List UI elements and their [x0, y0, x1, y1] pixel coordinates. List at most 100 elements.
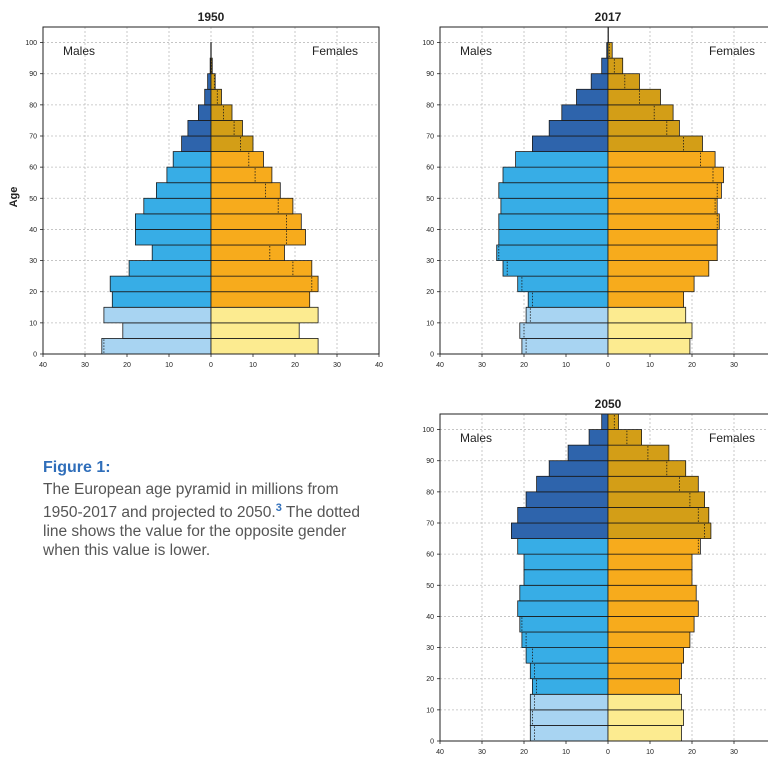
bar-male — [523, 569, 609, 586]
x-tick-label: 10 — [562, 362, 570, 369]
bar-female — [607, 600, 699, 617]
males-label: Males — [460, 44, 492, 58]
bar-male — [529, 693, 609, 711]
bars — [496, 26, 724, 355]
bar-male — [523, 553, 609, 571]
x-tick-label: 30 — [478, 362, 486, 369]
bar-female — [607, 460, 687, 477]
bar-female — [210, 88, 222, 106]
x-tick-label: 10 — [249, 362, 257, 369]
y-tick-label: 60 — [426, 552, 434, 559]
y-tick-label: 100 — [422, 427, 434, 434]
females-label: Females — [709, 44, 755, 58]
bar-male — [529, 662, 609, 680]
bar-female — [607, 709, 684, 726]
x-tick-label: 10 — [562, 749, 570, 756]
y-tick-label: 40 — [29, 227, 37, 234]
bar-male — [529, 709, 609, 726]
y-tick-label: 80 — [426, 489, 434, 496]
bar-male — [601, 413, 609, 430]
bar-female — [607, 57, 624, 75]
y-tick-label: 50 — [29, 196, 37, 203]
bar-female — [607, 429, 642, 446]
y-tick-label: 60 — [426, 165, 434, 172]
x-tick-label: 40 — [375, 362, 383, 369]
bar-male — [519, 616, 609, 633]
x-tick-label: 20 — [688, 749, 696, 756]
y-tick-label: 10 — [426, 320, 434, 327]
y-tick-label: 0 — [430, 739, 434, 746]
y-tick-label: 20 — [426, 676, 434, 683]
chart-title: 2050 — [595, 397, 622, 411]
bar-male — [517, 600, 609, 617]
bar-female — [607, 569, 693, 586]
females-label: Females — [312, 44, 358, 58]
bar-male — [517, 507, 609, 524]
x-tick-label: 30 — [478, 749, 486, 756]
males-label: Males — [460, 431, 492, 445]
y-tick-label: 10 — [29, 320, 37, 327]
bar-male — [532, 678, 609, 695]
y-tick-label: 20 — [426, 289, 434, 296]
y-tick-label: 30 — [29, 258, 37, 265]
y-tick-label: 70 — [426, 521, 434, 528]
y-tick-label: 40 — [426, 227, 434, 234]
bar-male — [525, 491, 609, 508]
figure-description-text-2: The dotted line shows the value for the … — [43, 504, 360, 560]
bar-male — [567, 444, 609, 462]
bar-male — [517, 538, 609, 555]
y-tick-label: 100 — [422, 40, 434, 47]
bar-female — [607, 631, 691, 648]
figure-description: The European age pyramid in millions fro… — [43, 480, 373, 560]
bar-female — [607, 73, 640, 90]
bar-female — [607, 444, 670, 462]
y-tick-label: 100 — [25, 40, 37, 47]
y-tick-label: 60 — [29, 165, 37, 172]
y-tick-label: 50 — [426, 196, 434, 203]
y-tick-label: 50 — [426, 583, 434, 590]
bar-female — [607, 42, 613, 59]
x-tick-label: 0 — [606, 749, 610, 756]
x-tick-label: 0 — [209, 362, 213, 369]
x-tick-label: 40 — [436, 749, 444, 756]
bar-female — [607, 662, 682, 680]
x-tick-label: 30 — [730, 362, 738, 369]
y-tick-label: 40 — [426, 614, 434, 621]
chart-title: 1950 — [198, 10, 225, 24]
y-tick-label: 80 — [29, 102, 37, 109]
x-tick-label: 20 — [291, 362, 299, 369]
x-tick-label: 0 — [606, 362, 610, 369]
x-tick-label: 10 — [165, 362, 173, 369]
y-tick-label: 30 — [426, 258, 434, 265]
bar-female — [607, 475, 699, 493]
x-tick-label: 20 — [520, 749, 528, 756]
bar-female — [607, 693, 682, 711]
bar-female — [210, 73, 216, 90]
y-tick-label: 90 — [426, 458, 434, 465]
bar-female — [607, 538, 701, 555]
y-axis-label: Age — [8, 187, 20, 208]
y-tick-label: 90 — [29, 71, 37, 78]
y-tick-label: 10 — [426, 707, 434, 714]
figure-caption: Figure 1: The European age pyramid in mi… — [43, 458, 373, 560]
y-tick-label: 20 — [29, 289, 37, 296]
x-tick-label: 30 — [81, 362, 89, 369]
x-tick-label: 40 — [436, 362, 444, 369]
bar-female — [607, 725, 682, 742]
bar-female — [607, 553, 693, 571]
x-tick-label: 20 — [520, 362, 528, 369]
x-tick-label: 10 — [646, 749, 654, 756]
chart-title: 2017 — [595, 10, 622, 24]
x-tick-label: 30 — [730, 749, 738, 756]
bar-male — [519, 584, 609, 602]
y-tick-label: 80 — [426, 102, 434, 109]
bar-female — [607, 616, 695, 633]
bar-female — [607, 507, 710, 524]
bar-male — [525, 647, 609, 664]
bars — [510, 413, 712, 742]
bar-female — [607, 413, 619, 430]
bar-female — [607, 678, 680, 695]
x-tick-label: 40 — [39, 362, 47, 369]
